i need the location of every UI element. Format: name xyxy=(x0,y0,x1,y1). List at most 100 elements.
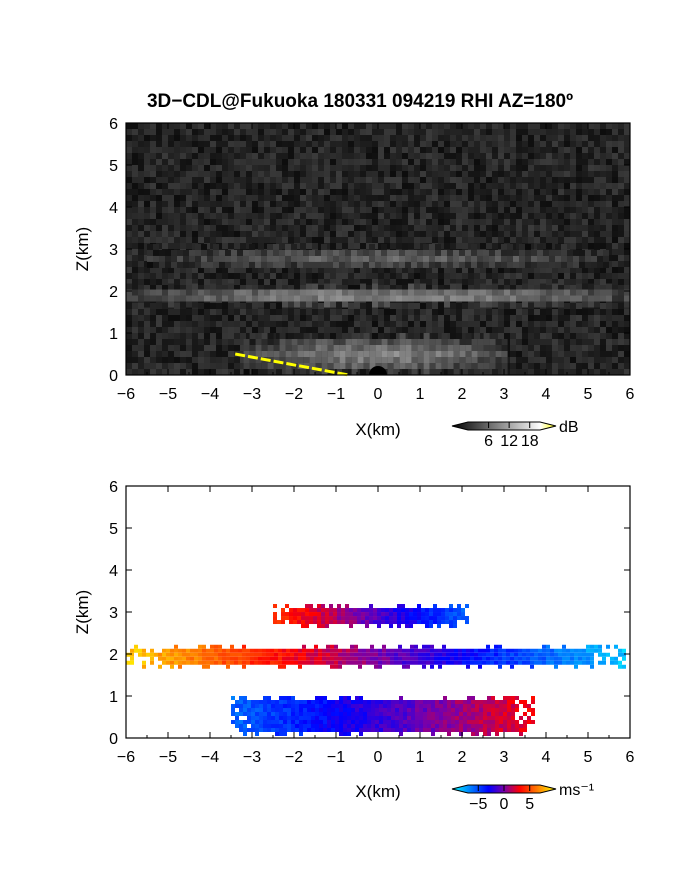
noise-cell xyxy=(138,201,144,207)
noise-cell xyxy=(132,345,138,351)
velocity-cell xyxy=(362,660,366,665)
noise-cell xyxy=(276,123,282,129)
noise-cell xyxy=(624,357,630,363)
noise-cell xyxy=(468,327,474,333)
noise-cell xyxy=(162,225,168,231)
velocity-cell xyxy=(582,648,586,653)
noise-cell xyxy=(570,201,576,207)
noise-cell xyxy=(396,189,402,195)
noise-cell xyxy=(300,315,306,321)
noise-cell xyxy=(444,183,450,189)
noise-cell xyxy=(144,159,150,165)
noise-cell xyxy=(378,237,384,243)
noise-cell xyxy=(204,201,210,207)
velocity-cell xyxy=(285,604,289,609)
backscatter-cell xyxy=(336,295,342,302)
backscatter-cell xyxy=(501,345,508,351)
noise-cell xyxy=(396,153,402,159)
noise-cell xyxy=(138,339,144,345)
noise-cell xyxy=(582,357,588,363)
backscatter-cell xyxy=(531,249,537,256)
noise-cell xyxy=(474,135,480,141)
noise-cell xyxy=(264,177,270,183)
velocity-cell xyxy=(498,652,502,657)
noise-cell xyxy=(450,327,456,333)
noise-cell xyxy=(528,195,534,201)
noise-cell xyxy=(564,147,570,153)
velocity-cell xyxy=(474,660,478,665)
noise-cell xyxy=(576,279,582,285)
noise-cell xyxy=(498,165,504,171)
noise-cell xyxy=(174,357,180,363)
noise-cell xyxy=(408,165,414,171)
noise-cell xyxy=(228,315,234,321)
velocity-cell xyxy=(506,652,510,657)
noise-cell xyxy=(558,309,564,315)
backscatter-cell xyxy=(474,289,480,296)
noise-cell xyxy=(306,309,312,315)
noise-cell xyxy=(576,273,582,279)
noise-cell xyxy=(198,147,204,153)
velocity-cell xyxy=(282,648,286,653)
noise-cell xyxy=(510,195,516,201)
noise-cell xyxy=(564,153,570,159)
noise-cell xyxy=(168,171,174,177)
noise-cell xyxy=(432,141,438,147)
noise-cell xyxy=(618,357,624,363)
velocity-cell xyxy=(318,652,322,657)
velocity-cell xyxy=(326,648,330,653)
noise-cell xyxy=(534,279,540,285)
velocity-cell xyxy=(374,660,378,665)
backscatter-cell xyxy=(279,363,286,369)
noise-cell xyxy=(132,363,138,369)
noise-cell xyxy=(150,309,156,315)
noise-cell xyxy=(558,219,564,225)
noise-cell xyxy=(138,303,144,309)
noise-cell xyxy=(618,201,624,207)
noise-cell xyxy=(258,369,264,375)
noise-cell xyxy=(150,303,156,309)
velocity-cell xyxy=(610,656,614,661)
noise-cell xyxy=(570,189,576,195)
velocity-cell xyxy=(446,648,450,653)
noise-cell xyxy=(282,231,288,237)
noise-cell xyxy=(126,207,132,213)
noise-cell xyxy=(222,363,228,369)
noise-cell xyxy=(564,363,570,369)
noise-cell xyxy=(198,177,204,183)
noise-cell xyxy=(210,177,216,183)
noise-cell xyxy=(360,141,366,147)
backscatter-cell xyxy=(207,255,213,262)
noise-cell xyxy=(528,141,534,147)
backscatter-cell xyxy=(555,249,561,256)
noise-cell xyxy=(552,279,558,285)
noise-cell xyxy=(396,237,402,243)
velocity-cell xyxy=(170,660,174,665)
noise-cell xyxy=(462,267,468,273)
velocity-cell xyxy=(466,648,470,653)
noise-cell xyxy=(390,177,396,183)
backscatter-cell xyxy=(183,255,189,262)
noise-cell xyxy=(126,327,132,333)
velocity-cell xyxy=(162,648,166,653)
noise-cell xyxy=(588,171,594,177)
noise-cell xyxy=(588,147,594,153)
backscatter-cell xyxy=(417,363,424,369)
backscatter-cell xyxy=(549,249,555,256)
noise-cell xyxy=(204,135,210,141)
noise-cell xyxy=(366,153,372,159)
noise-cell xyxy=(264,369,270,375)
velocity-cell xyxy=(622,664,626,669)
backscatter-cell xyxy=(387,363,394,369)
velocity-cell xyxy=(214,648,218,653)
backscatter-cell xyxy=(333,261,339,268)
velocity-cell xyxy=(446,652,450,657)
noise-cell xyxy=(498,153,504,159)
velocity-cell xyxy=(194,648,198,653)
noise-cell xyxy=(156,273,162,279)
backscatter-cell xyxy=(171,249,177,256)
noise-cell xyxy=(372,159,378,165)
noise-cell xyxy=(186,231,192,237)
backscatter-cell xyxy=(417,261,423,268)
noise-cell xyxy=(216,369,222,375)
